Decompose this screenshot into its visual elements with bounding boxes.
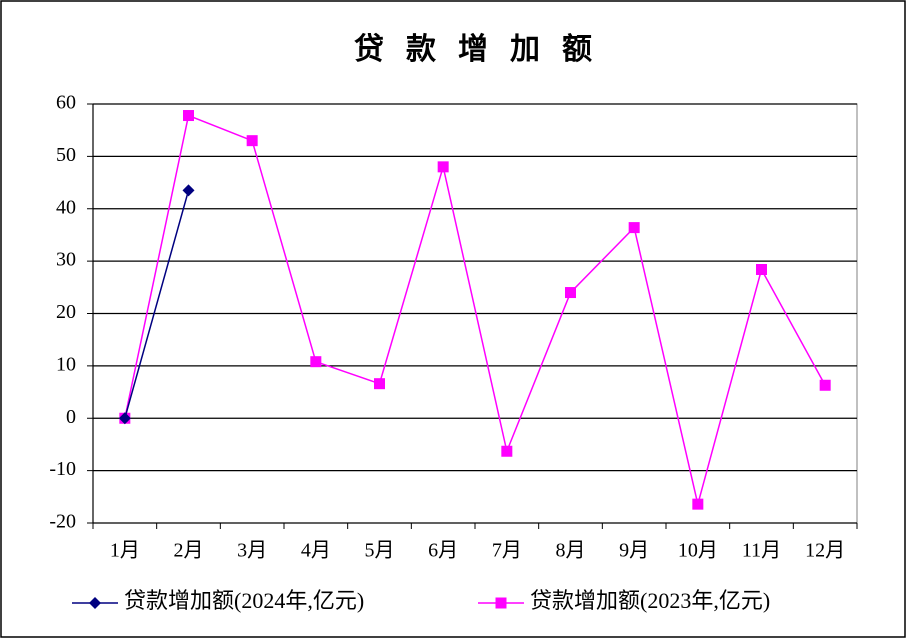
marker <box>246 135 258 147</box>
x-tick-label: 5月 <box>365 540 395 562</box>
x-tick-label: 4月 <box>301 540 331 562</box>
marker <box>628 222 640 234</box>
y-tick-label: 20 <box>56 301 76 323</box>
marker <box>819 379 831 391</box>
y-tick-label: 40 <box>56 196 76 218</box>
x-tick-label: 3月 <box>237 540 267 562</box>
marker <box>183 110 194 122</box>
y-tick-label: 60 <box>56 92 76 114</box>
series-line <box>124 114 826 505</box>
x-tick-label: 9月 <box>619 540 649 562</box>
legend-label: 贷款增加额(2024年,亿元) <box>124 588 364 613</box>
x-tick-label: 6月 <box>428 540 458 562</box>
marker <box>310 356 322 368</box>
marker <box>692 498 704 510</box>
y-tick-label: 10 <box>56 353 76 375</box>
legend-marker <box>89 597 101 609</box>
x-tick-label: 7月 <box>492 540 522 562</box>
legend-label: 贷款增加额(2023年,亿元) <box>530 588 770 613</box>
legend-marker <box>495 597 507 609</box>
marker <box>118 412 131 425</box>
chart-title: 贷款增加额 <box>354 33 614 66</box>
x-tick-label: 11月 <box>742 540 781 562</box>
marker <box>501 445 513 457</box>
marker <box>756 264 767 276</box>
y-tick-label: -20 <box>49 511 76 533</box>
x-tick-label: 8月 <box>556 540 586 562</box>
x-tick-label: 12月 <box>805 540 845 562</box>
y-tick-label: 0 <box>66 406 76 428</box>
y-tick-label: 30 <box>56 249 76 271</box>
x-tick-label: 2月 <box>174 540 204 562</box>
x-tick-label: 10月 <box>678 540 718 562</box>
x-tick-label: 1月 <box>110 540 140 562</box>
y-tick-label: 50 <box>56 144 76 166</box>
marker <box>437 161 449 173</box>
marker <box>374 378 385 390</box>
marker <box>182 184 195 197</box>
y-tick-label: -10 <box>49 458 76 480</box>
marker <box>565 287 576 299</box>
series-line <box>124 190 190 419</box>
